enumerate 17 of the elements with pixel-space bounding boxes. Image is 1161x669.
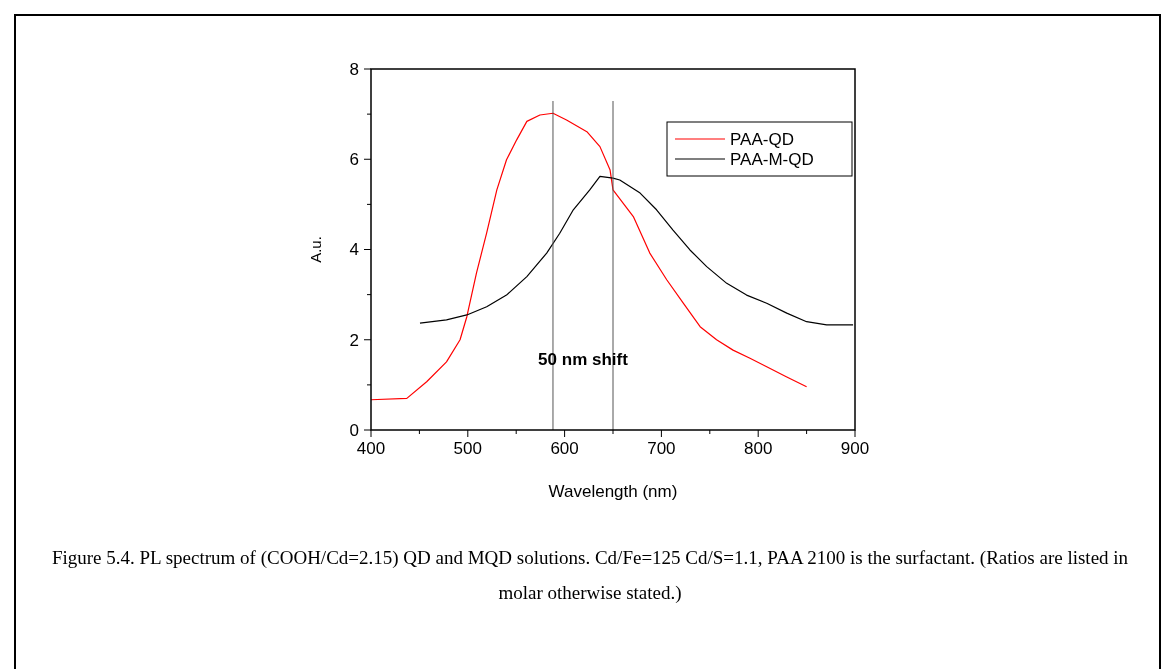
- x-tick-label: 500: [453, 439, 482, 458]
- y-tick-label: 2: [349, 330, 359, 350]
- x-axis-title: Wavelength (nm): [548, 482, 678, 501]
- x-tick-label: 800: [744, 439, 773, 458]
- y-tick-label: 8: [349, 59, 359, 79]
- y-tick-label: 0: [349, 420, 359, 440]
- x-tick-label: 400: [356, 439, 386, 458]
- annotation: 50 nm shift: [538, 350, 629, 369]
- caption: Figure 5.4. PL spectrum of (COOH/Cd=2.15) QD and MQD solutions. Cd/Fe=125 Cd/S=1.1, PAA 2100 is the surfactant. (Ratios are listed in molar otherwise stated.): [50, 546, 1130, 605]
- x-tick-label: 900: [840, 439, 870, 458]
- y-tick-label: 6: [349, 150, 359, 170]
- legend-label: PAA-QD: [730, 129, 794, 149]
- y-axis-title: A.u.: [307, 236, 324, 263]
- x-tick-label: 600: [550, 439, 579, 458]
- y-tick-label: 4: [349, 240, 359, 260]
- x-tick-label: 700: [647, 439, 676, 458]
- legend-label: PAA-M-QD: [730, 149, 814, 169]
